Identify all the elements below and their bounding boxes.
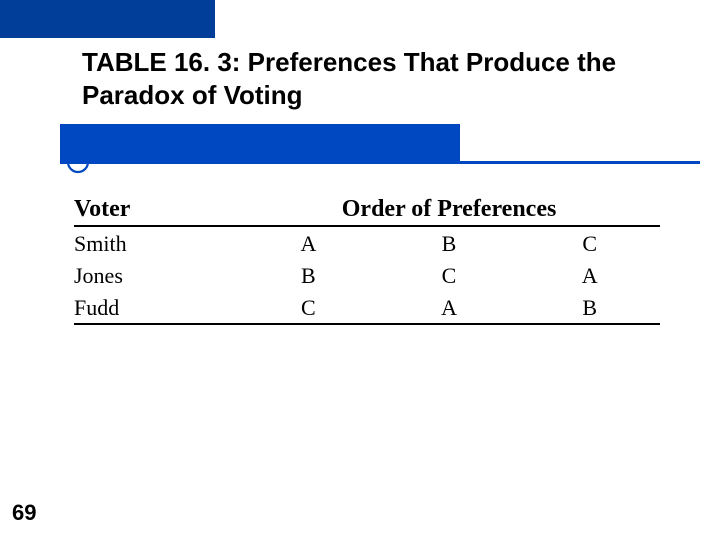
- table-cell-pref: B: [238, 259, 379, 291]
- slide-title: TABLE 16. 3: Preferences That Produce th…: [82, 46, 690, 111]
- top-accent-block: [0, 0, 215, 38]
- bullet-circle-icon: [60, 144, 96, 180]
- table-cell-pref: A: [238, 226, 379, 259]
- table-cell-voter: Jones: [74, 259, 238, 291]
- table-cell-pref: C: [519, 226, 660, 259]
- preferences-table: Voter Order of Preferences Smith A B C J…: [74, 196, 660, 325]
- col-header-voter: Voter: [74, 196, 238, 226]
- table-cell-voter: Fudd: [74, 291, 238, 324]
- table-cell-pref: A: [519, 259, 660, 291]
- page-number: 69: [12, 500, 36, 526]
- table-cell-pref: C: [238, 291, 379, 324]
- table-cell-voter: Smith: [74, 226, 238, 259]
- title-underline-bar: [60, 124, 460, 164]
- divider-line: [92, 161, 700, 164]
- table-cell-pref: B: [379, 226, 520, 259]
- table-cell-pref: B: [519, 291, 660, 324]
- col-header-prefs: Order of Preferences: [238, 196, 660, 226]
- table-cell-pref: A: [379, 291, 520, 324]
- table-cell-pref: C: [379, 259, 520, 291]
